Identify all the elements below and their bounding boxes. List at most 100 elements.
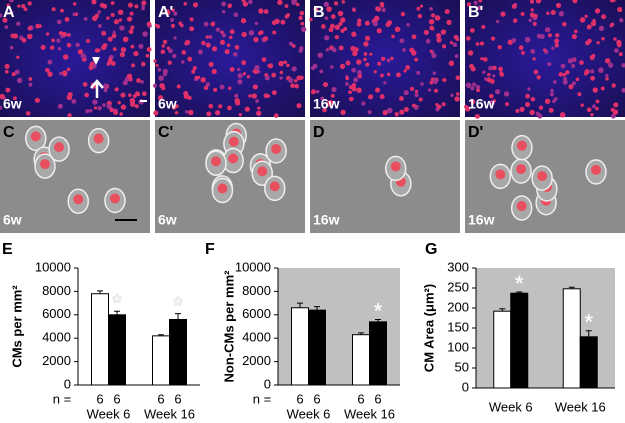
nucleus bbox=[133, 50, 139, 57]
nucleus bbox=[573, 29, 578, 34]
nucleus bbox=[293, 79, 298, 83]
nucleus bbox=[141, 0, 147, 6]
nucleus bbox=[577, 92, 582, 97]
y-axis-label: CMs per mm² bbox=[9, 285, 24, 368]
nucleus bbox=[213, 87, 218, 92]
nucleus bbox=[126, 16, 133, 22]
nucleus bbox=[54, 142, 65, 153]
nucleus bbox=[291, 0, 297, 6]
nucleus bbox=[414, 57, 419, 62]
nucleus bbox=[612, 109, 619, 115]
nucleus bbox=[159, 83, 165, 89]
nucleus bbox=[356, 87, 362, 93]
nucleus bbox=[51, 7, 56, 12]
nucleus bbox=[227, 105, 232, 111]
nucleus bbox=[325, 101, 331, 107]
bar bbox=[562, 288, 581, 389]
nucleus bbox=[377, 61, 382, 66]
nucleus bbox=[605, 77, 609, 81]
micrograph: A 6w bbox=[0, 0, 152, 118]
y-tick-label: 4000 bbox=[42, 330, 71, 345]
nucleus bbox=[284, 4, 289, 8]
nucleus bbox=[153, 59, 157, 63]
nucleus bbox=[11, 72, 16, 77]
nucleus bbox=[535, 111, 540, 116]
nucleus bbox=[495, 89, 501, 95]
nucleus bbox=[257, 166, 268, 177]
nucleus bbox=[352, 50, 358, 57]
nucleus bbox=[71, 99, 77, 104]
nucleus bbox=[0, 105, 2, 110]
error-bar bbox=[314, 306, 320, 311]
nucleus bbox=[77, 49, 84, 55]
nucleus bbox=[353, 77, 359, 83]
nucleus bbox=[233, 12, 239, 18]
nucleus bbox=[288, 77, 294, 83]
nucleus bbox=[201, 40, 206, 46]
nucleus bbox=[98, 23, 102, 28]
nucleus bbox=[527, 87, 531, 91]
n-prefix: n = bbox=[53, 391, 71, 406]
nucleus bbox=[269, 181, 280, 192]
nucleus bbox=[165, 9, 170, 14]
nucleus bbox=[363, 57, 367, 62]
nucleus bbox=[301, 26, 307, 33]
nucleus bbox=[532, 21, 537, 26]
image-label: 16w bbox=[313, 96, 340, 112]
nucleus bbox=[102, 103, 106, 107]
nucleus bbox=[184, 39, 191, 46]
nucleus bbox=[35, 23, 40, 29]
nucleus bbox=[237, 73, 243, 79]
nucleus bbox=[28, 77, 33, 81]
nucleus bbox=[372, 21, 378, 27]
n-label: 6 bbox=[357, 391, 364, 406]
nucleus bbox=[264, 75, 270, 81]
y-tick-label: 300 bbox=[447, 259, 469, 274]
nucleus bbox=[340, 28, 345, 33]
error-bar bbox=[175, 313, 181, 320]
nucleus bbox=[492, 74, 496, 78]
nucleus bbox=[530, 8, 534, 12]
nucleus bbox=[601, 36, 605, 41]
micrograph: C' 6w bbox=[155, 120, 305, 233]
nucleus bbox=[208, 61, 214, 67]
nucleus bbox=[50, 45, 55, 50]
nucleus bbox=[208, 34, 213, 39]
nucleus bbox=[473, 0, 478, 6]
nucleus bbox=[51, 38, 55, 43]
nucleus bbox=[619, 18, 624, 23]
nucleus bbox=[278, 60, 284, 67]
nucleus bbox=[263, 36, 269, 42]
nucleus bbox=[562, 21, 567, 27]
nucleus bbox=[571, 57, 576, 62]
nucleus bbox=[112, 30, 116, 34]
nucleus bbox=[363, 41, 369, 47]
n-label: 6 bbox=[374, 391, 381, 406]
nucleus bbox=[376, 28, 382, 34]
nucleus bbox=[594, 8, 601, 14]
nucleus bbox=[351, 86, 357, 92]
nucleus bbox=[518, 45, 524, 51]
nucleus bbox=[258, 8, 264, 14]
nucleus bbox=[442, 77, 447, 83]
nucleus bbox=[598, 25, 605, 32]
nucleus bbox=[162, 39, 168, 45]
nucleus bbox=[277, 0, 283, 6]
nucleus bbox=[228, 153, 239, 164]
nucleus bbox=[310, 89, 316, 95]
image-label: 16w bbox=[468, 212, 495, 228]
nucleus bbox=[482, 57, 488, 62]
image-background bbox=[310, 120, 460, 233]
nucleus bbox=[248, 30, 255, 36]
nucleus bbox=[614, 48, 619, 53]
nucleus bbox=[14, 69, 20, 75]
nucleus bbox=[452, 42, 458, 47]
nucleus bbox=[533, 13, 538, 19]
nucleus bbox=[272, 30, 277, 35]
nucleus bbox=[47, 71, 53, 77]
nucleus bbox=[208, 103, 214, 109]
nucleus bbox=[252, 84, 258, 90]
nucleus bbox=[351, 67, 357, 73]
nucleus bbox=[6, 3, 10, 7]
